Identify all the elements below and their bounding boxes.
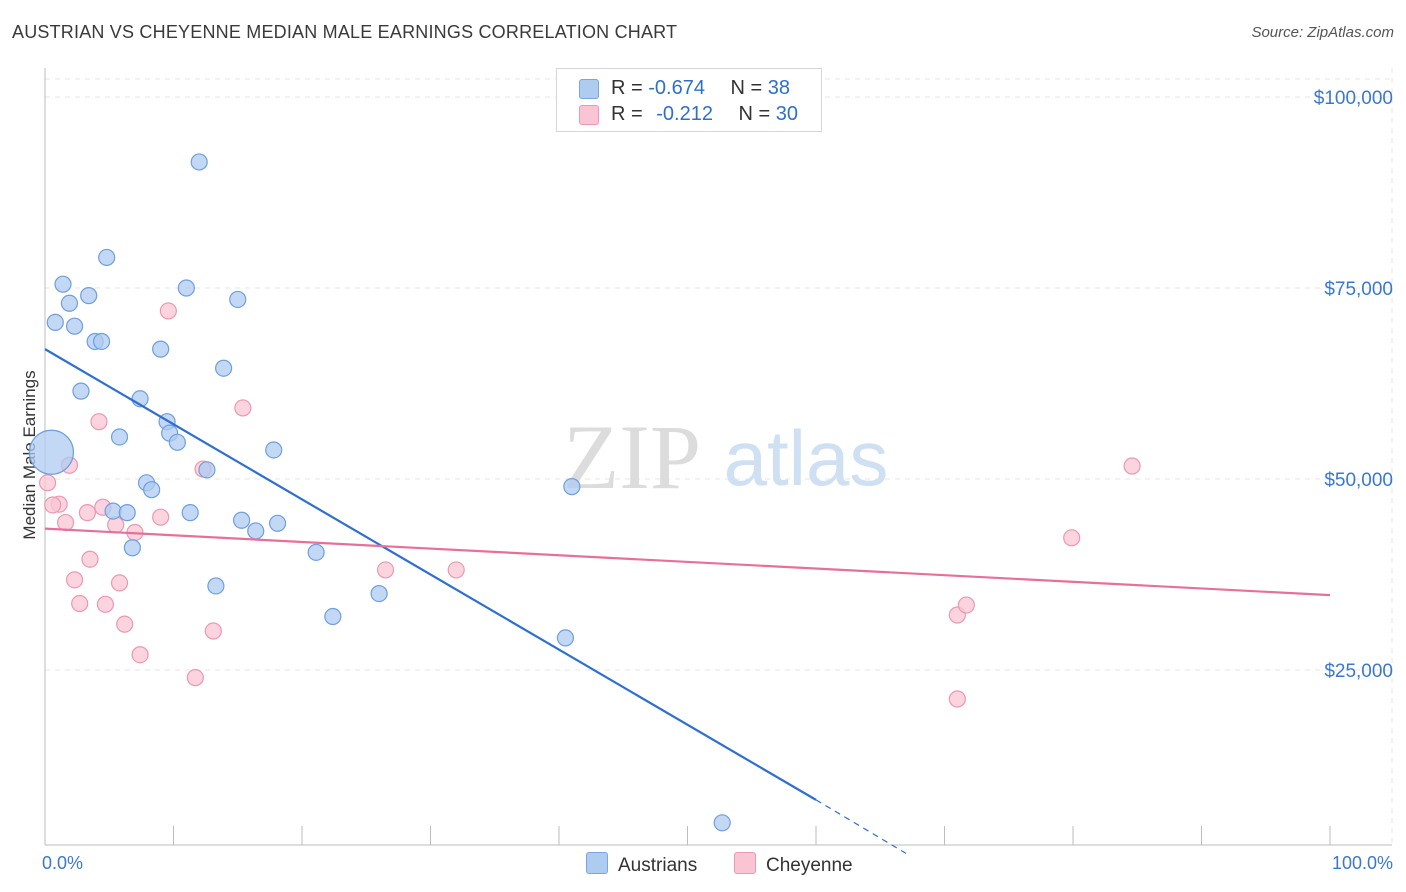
cheyenne-legend-swatch [734,852,756,874]
austrian-point [118,504,136,522]
austrian-point [247,522,265,540]
cheyenne-point [152,508,170,526]
austrian-point [60,294,79,312]
cheyenne-point [71,594,89,613]
austrian-point [215,359,233,377]
source-label: Source: ZipAtlas.com [1251,24,1394,41]
austrian-point [713,814,731,832]
r-value-austrians: -0.674 [648,77,705,99]
austrian-point [110,428,129,446]
r-label: R = [611,77,649,99]
austrian-point [54,275,72,293]
austrian-point [177,279,195,297]
gridlines [45,68,1393,845]
cheyenne-trend-line [44,527,1331,597]
cheyenne-point [204,622,222,640]
austrian-point [80,287,98,305]
cheyenne-point [186,669,204,687]
cheyenne-swatch [579,105,599,125]
austrian-point [72,382,90,400]
x-tick-label: 100.0% [1332,853,1393,873]
watermark-atlas: atlas [724,414,889,502]
austrian-trend-line [44,348,817,801]
austrian-point [198,461,216,479]
cheyenne-point [116,615,134,633]
cheyenne-point [234,399,252,417]
watermark-zip: ZIP [563,406,701,508]
stats-row-cheyenne: R = -0.212 N = 30 [579,103,799,127]
axes [44,68,1392,846]
austrian-point [229,290,247,309]
chart-title: AUSTRIAN VS CHEYENNE MEDIAN MALE EARNING… [12,22,678,42]
n-label: N = [738,103,776,125]
cheyenne-point [56,513,75,532]
austrian-point [181,504,199,522]
austrian-point [207,577,225,595]
stats-legend: R = -0.674 N = 38 R = -0.212 N = 30 [556,68,822,132]
legend-item-austrians[interactable]: Austrians [586,852,697,878]
cheyenne-point [38,474,57,492]
austrian-point [65,317,84,335]
austrian-point [556,629,575,647]
n-label: N = [730,77,768,99]
austrian-point [190,153,208,171]
austrian-point [98,248,116,267]
austrian-point [143,481,161,499]
n-value-austrians: 38 [767,77,791,99]
y-tick-label: $75,000 [1324,279,1393,300]
y-tick-label: $25,000 [1324,661,1393,682]
legend-item-cheyenne[interactable]: Cheyenne [734,852,853,878]
stats-row-austrians: R = -0.674 N = 38 [579,77,791,101]
cheyenne-point [159,302,177,320]
austrian-point [168,433,186,451]
austrian-point [307,543,325,561]
austrian-point [152,340,170,358]
cheyenne-point [957,596,975,614]
austrian-point [46,313,64,331]
r-value-cheyenne: -0.212 [656,103,713,125]
trend-lines [44,348,1331,854]
austrians-legend-swatch [586,852,608,874]
n-value-cheyenne: 30 [775,103,799,125]
y-tick-label: $50,000 [1324,470,1393,491]
cheyenne-point [44,496,62,514]
austrian-point [265,441,283,459]
austrian-point [92,332,111,351]
austrian-point [268,514,287,532]
cheyenne-point [96,595,114,613]
cheyenne-point [78,504,97,522]
cheyenne-point [110,574,129,592]
legend-label-austrians: Austrians [618,855,698,876]
cheyenne-point [1123,457,1141,475]
cheyenne-point [131,646,149,664]
austrian-point [233,511,251,529]
cheyenne-point [1063,529,1081,547]
tick-labels: $25,000 $50,000 $75,000 $100,000 0.0% 100.0% [42,88,1393,873]
y-tick-label: $100,000 [1314,88,1393,109]
cheyenne-point [447,561,465,579]
cheyenne-point [948,690,966,708]
legend-label-cheyenne: Cheyenne [766,855,853,876]
austrian-point [104,502,122,520]
data-points [28,153,1141,832]
austrian-point [28,429,75,475]
cheyenne-point [65,571,84,589]
x-tick-label: 0.0% [42,853,83,873]
r-label: R = [611,103,649,125]
austrian-point [370,584,388,603]
austrian-point [123,539,141,557]
austrian-point [563,478,581,496]
austrian-point [324,607,342,626]
cheyenne-point [81,550,99,568]
cheyenne-point [376,561,395,579]
austrians-swatch [579,79,599,99]
cheyenne-point [90,413,108,431]
